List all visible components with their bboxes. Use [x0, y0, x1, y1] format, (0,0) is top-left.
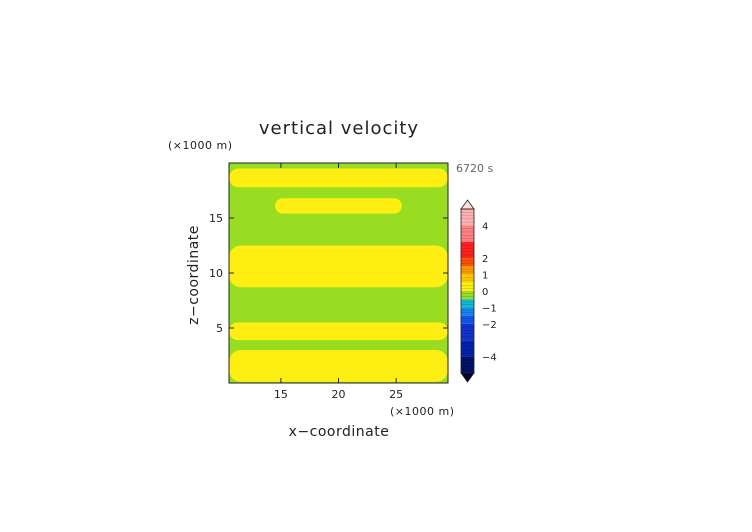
- colorbar-tick-label: −1: [482, 303, 497, 314]
- colorbar-frame: [460, 208, 475, 374]
- colorbar-segment: [461, 299, 474, 308]
- contour-region-4: [229, 350, 448, 382]
- colorbar-over-arrow: [460, 199, 475, 210]
- contour-region-1: [275, 198, 402, 214]
- y-unit-label: (×1000 m): [168, 139, 233, 152]
- y-axis: 5 10 15: [209, 212, 448, 335]
- plot-area: [228, 162, 449, 384]
- colorbar-under-arrow: [460, 372, 475, 383]
- colorbar: 4 2 1 0 −1 −2 −4: [460, 199, 497, 383]
- chart-title: vertical velocity: [259, 118, 419, 139]
- x-tick-label: 15: [274, 388, 288, 401]
- colorbar-segment: [461, 356, 474, 373]
- colorbar-segment: [461, 274, 474, 283]
- y-tick-label: 15: [209, 212, 223, 225]
- colorbar-segment: [461, 282, 474, 291]
- colorbar-tick-label: 1: [482, 271, 488, 282]
- colorbar-segment: [461, 323, 474, 341]
- colorbar-segment: [461, 340, 474, 357]
- colorbar-segment: [461, 315, 474, 324]
- colorbar-segment: [461, 225, 474, 242]
- colorbar-tick-label: −2: [482, 320, 497, 331]
- y-tick-label: 10: [209, 267, 223, 280]
- colorbar-tick-label: −4: [482, 353, 497, 364]
- time-label: 6720 s: [456, 162, 493, 175]
- colorbar-segment: [461, 209, 474, 226]
- colorbar-tick-label: 2: [482, 254, 488, 265]
- y-axis-label: z−coordinate: [186, 225, 202, 325]
- x-tick-label: 20: [332, 388, 346, 401]
- colorbar-segment: [461, 258, 474, 267]
- colorbar-segment: [461, 241, 474, 259]
- contour-region-0: [229, 168, 448, 188]
- x-tick-label: 25: [389, 388, 403, 401]
- colorbar-segment: [461, 291, 474, 300]
- contour-region-2: [229, 245, 448, 288]
- colorbar-segment: [461, 307, 474, 316]
- x-axis: 15 20 25: [274, 163, 403, 401]
- colorbar-tick-label: 4: [482, 221, 488, 232]
- contour-region-3: [229, 322, 448, 341]
- y-tick-label: 5: [216, 322, 223, 335]
- x-axis-label: x−coordinate: [289, 424, 390, 440]
- colorbar-segment: [461, 266, 474, 275]
- x-unit-label: (×1000 m): [390, 405, 455, 418]
- colorbar-tick-label: 0: [482, 287, 488, 298]
